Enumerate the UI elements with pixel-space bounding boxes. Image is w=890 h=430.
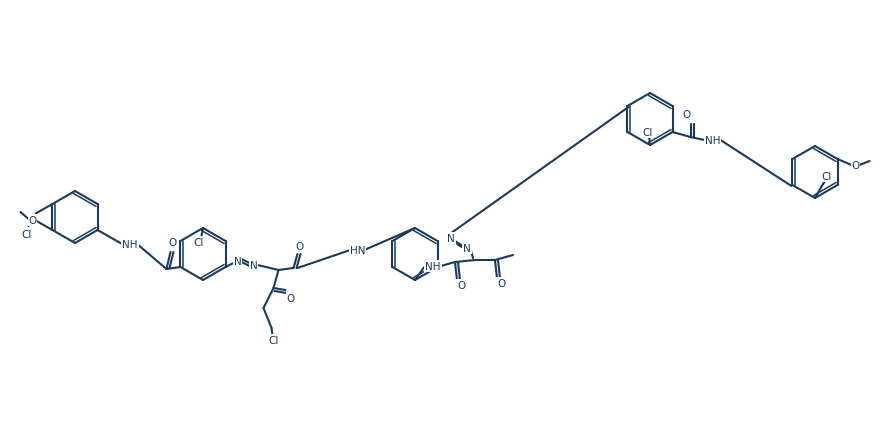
Text: Cl: Cl (194, 237, 204, 247)
Text: NH: NH (705, 136, 720, 146)
Text: N: N (463, 243, 471, 253)
Text: O: O (683, 110, 691, 120)
Text: HN: HN (350, 246, 365, 255)
Text: NH: NH (122, 240, 138, 249)
Text: O: O (168, 237, 176, 247)
Text: N: N (249, 261, 257, 270)
Text: O: O (497, 278, 506, 289)
Text: Cl: Cl (21, 230, 32, 240)
Text: NH: NH (425, 261, 441, 271)
Text: Cl: Cl (821, 172, 832, 181)
Text: N: N (234, 256, 241, 266)
Text: O: O (852, 161, 860, 171)
Text: O: O (287, 293, 295, 303)
Text: Cl: Cl (268, 335, 279, 345)
Text: N: N (447, 233, 455, 243)
Text: Cl: Cl (643, 128, 653, 138)
Text: O: O (28, 215, 36, 225)
Text: O: O (457, 280, 465, 290)
Text: O: O (295, 241, 303, 252)
